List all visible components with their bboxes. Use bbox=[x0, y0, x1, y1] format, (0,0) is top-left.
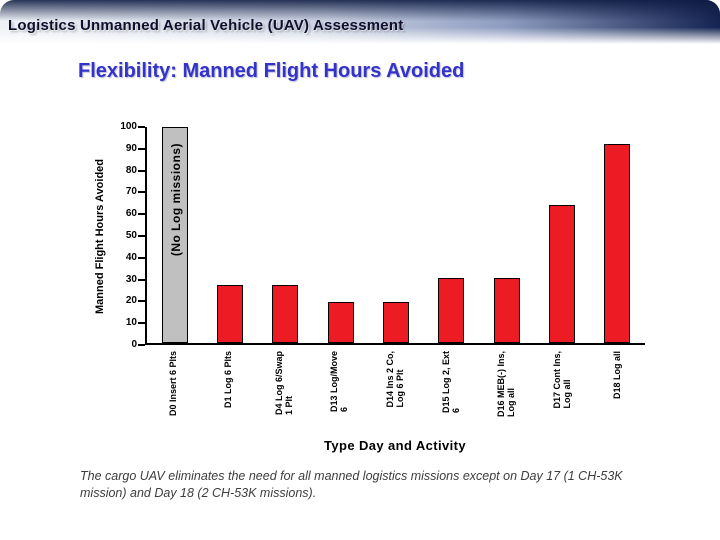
y-tick-label: 90 bbox=[125, 142, 137, 154]
x-tick-label: D1 Log 6 Plts bbox=[223, 351, 234, 409]
y-tick-label: 30 bbox=[125, 273, 137, 285]
footnote: The cargo UAV eliminates the need for al… bbox=[80, 469, 623, 500]
bar-slot bbox=[202, 127, 257, 343]
bar-slot bbox=[258, 127, 313, 343]
x-label-slot: D1 Log 6 Plts bbox=[201, 351, 257, 437]
bars bbox=[147, 127, 645, 343]
no-log-missions-annotation: (No Log missions) bbox=[169, 143, 183, 257]
x-axis-labels: D0 Insert 6 Plts D1 Log 6 Plts D4 Log 6/Sw… bbox=[145, 351, 645, 437]
bar-0 bbox=[161, 127, 188, 343]
x-tick-label: D0 Insert 6 Plts bbox=[167, 351, 178, 417]
y-tick-mark bbox=[138, 235, 145, 237]
y-tick-mark bbox=[138, 191, 145, 194]
plot-area: 0 10 20 30 40 50 60 70 80 90 100 (No Log missions) bbox=[120, 122, 645, 350]
bar-slot bbox=[534, 127, 589, 343]
bar-slot bbox=[368, 127, 423, 343]
y-tick-mark bbox=[138, 213, 145, 216]
bar-2 bbox=[272, 284, 299, 343]
y-tick-mark bbox=[138, 147, 145, 150]
x-tick-label: D18 Log all bbox=[612, 351, 623, 400]
y-tick-mark bbox=[138, 278, 145, 281]
x-label-slot: D13 Log/Move 6 bbox=[312, 351, 368, 437]
header-banner: Logistics Unmanned Aerial Vehicle (UAV) … bbox=[0, 0, 720, 44]
bar-5 bbox=[438, 278, 465, 343]
y-tick-mark bbox=[138, 126, 145, 128]
bar-slot bbox=[590, 127, 645, 343]
y-tick-label: 50 bbox=[125, 230, 137, 241]
x-label-slot: D17 Cont Ins, Log all bbox=[534, 351, 590, 437]
x-tick-label: D4 Log 6/Swap 1 Plt bbox=[273, 351, 294, 416]
x-tick-label: D17 Cont Ins, Log all bbox=[551, 351, 572, 409]
bar-6 bbox=[493, 278, 520, 343]
y-tick-label: 40 bbox=[125, 251, 137, 263]
bar-8 bbox=[604, 144, 631, 343]
x-axis-title: Type Day and Activity bbox=[323, 438, 467, 453]
y-tick-label: 70 bbox=[125, 186, 137, 198]
y-tick-label: 20 bbox=[125, 295, 137, 307]
bar-slot bbox=[424, 127, 479, 343]
bar-slot bbox=[147, 127, 202, 343]
y-tick-label: 100 bbox=[120, 121, 137, 132]
bar-1 bbox=[216, 284, 243, 343]
y-tick-mark bbox=[138, 169, 145, 172]
x-tick-label: D14 Ins 2 Co, Log 6 Plt bbox=[385, 351, 406, 408]
y-tick-label: 60 bbox=[125, 208, 137, 220]
x-label-slot: D18 Log all bbox=[590, 351, 646, 437]
y-tick-mark bbox=[138, 300, 145, 303]
y-tick-mark bbox=[138, 322, 145, 325]
y-tick-mark bbox=[138, 256, 145, 259]
x-tick-label: D13 Log/Move 6 bbox=[329, 351, 350, 413]
x-label-slot: D0 Insert 6 Plts bbox=[145, 351, 201, 437]
x-tick-label: D16 MEB(-) Ins, Log all bbox=[496, 351, 517, 418]
banner-title: Logistics Unmanned Aerial Vehicle (UAV) … bbox=[8, 17, 404, 34]
x-label-slot: D16 MEB(-) Ins, Log all bbox=[478, 351, 534, 437]
y-tick-label: 80 bbox=[125, 164, 137, 176]
x-label-slot: D14 Ins 2 Co, Log 6 Plt bbox=[367, 351, 423, 437]
x-label-slot: D4 Log 6/Swap 1 Plt bbox=[256, 351, 312, 437]
x-tick-label: D15 Log 2, Ext 6 bbox=[440, 351, 461, 414]
slide-title: Flexibility: Manned Flight Hours Avoided bbox=[78, 60, 465, 82]
bar-7 bbox=[548, 204, 575, 343]
x-label-slot: D15 Log 2, Ext 6 bbox=[423, 351, 479, 437]
bar-4 bbox=[382, 301, 409, 343]
y-tick-mark bbox=[138, 344, 145, 346]
bar-slot bbox=[479, 127, 534, 343]
y-tick-label: 0 bbox=[131, 339, 137, 350]
bar-slot bbox=[313, 127, 368, 343]
bar-3 bbox=[327, 301, 354, 343]
y-tick-label: 10 bbox=[125, 317, 137, 329]
